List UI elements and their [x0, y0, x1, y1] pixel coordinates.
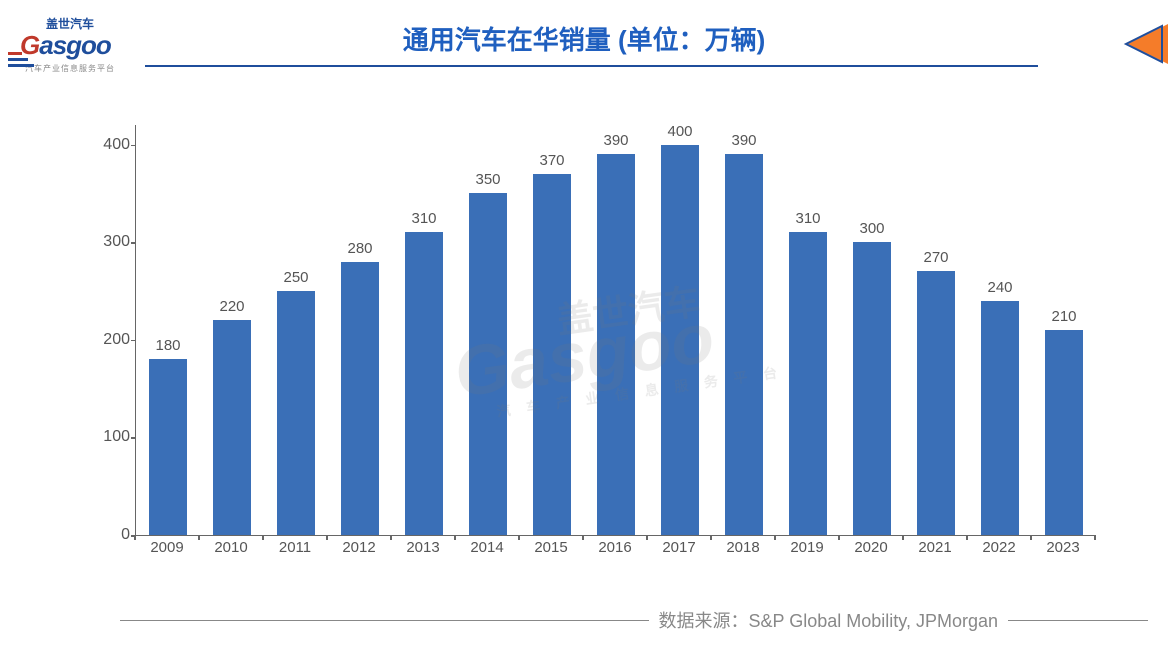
bar-value-label: 310	[795, 210, 820, 227]
bar-value-label: 250	[283, 269, 308, 286]
x-tick-mark	[966, 535, 968, 540]
x-tick-label: 2021	[903, 539, 967, 556]
y-tick-label: 100	[86, 428, 130, 446]
bar-value-label: 400	[667, 123, 692, 140]
bar-slot: 310	[392, 125, 456, 535]
chart: 180 220 250 280 310 350 370 390 400 390 310 300 270 2…	[95, 115, 1105, 575]
corner-arrow-icon	[1116, 24, 1168, 64]
bar-value-label: 220	[219, 298, 244, 315]
bar-value-label: 370	[539, 152, 564, 169]
logo-bars-icon	[8, 52, 34, 70]
bar-value-label: 240	[987, 279, 1012, 296]
bar-slot: 300	[840, 125, 904, 535]
x-tick-label: 2010	[199, 539, 263, 556]
x-tick-mark	[646, 535, 648, 540]
x-tick-label: 2020	[839, 539, 903, 556]
bar: 250	[277, 291, 315, 535]
bar-slot: 390	[584, 125, 648, 535]
x-tick-mark	[518, 535, 520, 540]
x-tick-label: 2015	[519, 539, 583, 556]
bar: 390	[597, 154, 635, 535]
x-tick-label: 2009	[135, 539, 199, 556]
y-tick-mark	[131, 242, 136, 244]
x-tick-label: 2014	[455, 539, 519, 556]
x-tick-label: 2023	[1031, 539, 1095, 556]
x-tick-mark	[902, 535, 904, 540]
bar-value-label: 270	[923, 249, 948, 266]
x-tick-mark	[134, 535, 136, 540]
x-tick-mark	[1094, 535, 1096, 540]
bar-slot: 350	[456, 125, 520, 535]
bar: 310	[789, 232, 827, 535]
bar: 370	[533, 174, 571, 535]
bar-value-label: 280	[347, 240, 372, 257]
x-tick-label: 2011	[263, 539, 327, 556]
bar-slot: 240	[968, 125, 1032, 535]
x-tick-mark	[774, 535, 776, 540]
bar-slot: 400	[648, 125, 712, 535]
x-tick-mark	[1030, 535, 1032, 540]
x-tick-mark	[326, 535, 328, 540]
x-tick-mark	[582, 535, 584, 540]
x-tick-mark	[710, 535, 712, 540]
bar: 210	[1045, 330, 1083, 535]
x-tick-mark	[390, 535, 392, 540]
chart-title: 通用汽车在华销量 (单位：万辆)	[0, 0, 1168, 57]
x-tick-label: 2016	[583, 539, 647, 556]
x-tick-label: 2013	[391, 539, 455, 556]
bar: 400	[661, 145, 699, 535]
bar-slot: 280	[328, 125, 392, 535]
x-tick-label: 2022	[967, 539, 1031, 556]
bar-value-label: 310	[411, 210, 436, 227]
y-tick-label: 400	[86, 136, 130, 154]
bar-slot: 250	[264, 125, 328, 535]
bar-slot: 390	[712, 125, 776, 535]
bar: 220	[213, 320, 251, 535]
bar: 310	[405, 232, 443, 535]
source-rule-left	[120, 620, 649, 621]
x-tick-mark	[198, 535, 200, 540]
bar-slot: 210	[1032, 125, 1096, 535]
y-tick-label: 0	[86, 526, 130, 544]
x-tick-mark	[262, 535, 264, 540]
bar-value-label: 390	[603, 132, 628, 149]
source-text: 数据来源：S&P Global Mobility, JPMorgan	[659, 607, 998, 633]
bar-slot: 180	[136, 125, 200, 535]
header: 盖世汽车 Gasgoo 汽车产业信息服务平台 通用汽车在华销量 (单位：万辆)	[0, 0, 1168, 80]
x-tick-label: 2019	[775, 539, 839, 556]
bar: 240	[981, 301, 1019, 535]
y-tick-mark	[131, 437, 136, 439]
x-tick-label: 2012	[327, 539, 391, 556]
plot-area: 180 220 250 280 310 350 370 390 400 390 310 300 270 2…	[135, 125, 1096, 536]
bar-slot: 270	[904, 125, 968, 535]
y-tick-mark	[131, 340, 136, 342]
bar: 350	[469, 193, 507, 535]
y-tick-label: 300	[86, 233, 130, 251]
x-tick-mark	[454, 535, 456, 540]
y-tick-mark	[131, 145, 136, 147]
title-rule	[145, 65, 1038, 67]
logo: 盖世汽车 Gasgoo 汽车产业信息服务平台	[10, 15, 130, 74]
bar-value-label: 350	[475, 171, 500, 188]
bar: 300	[853, 242, 891, 535]
bar-value-label: 210	[1051, 308, 1076, 325]
bar-value-label: 390	[731, 132, 756, 149]
x-axis-labels: 2009201020112012201320142015201620172018…	[135, 539, 1095, 556]
source-row: 数据来源：S&P Global Mobility, JPMorgan	[0, 607, 1168, 633]
bar: 180	[149, 359, 187, 535]
x-tick-label: 2018	[711, 539, 775, 556]
bar: 390	[725, 154, 763, 535]
x-tick-mark	[838, 535, 840, 540]
bar: 270	[917, 271, 955, 535]
source-rule-right	[1008, 620, 1148, 621]
bar-slot: 370	[520, 125, 584, 535]
bar-slot: 310	[776, 125, 840, 535]
x-tick-label: 2017	[647, 539, 711, 556]
bar-slot: 220	[200, 125, 264, 535]
bars-container: 180 220 250 280 310 350 370 390 400 390 310 300 270 2…	[136, 125, 1096, 535]
bar-value-label: 180	[155, 337, 180, 354]
bar-value-label: 300	[859, 220, 884, 237]
y-tick-label: 200	[86, 331, 130, 349]
bar: 280	[341, 262, 379, 535]
